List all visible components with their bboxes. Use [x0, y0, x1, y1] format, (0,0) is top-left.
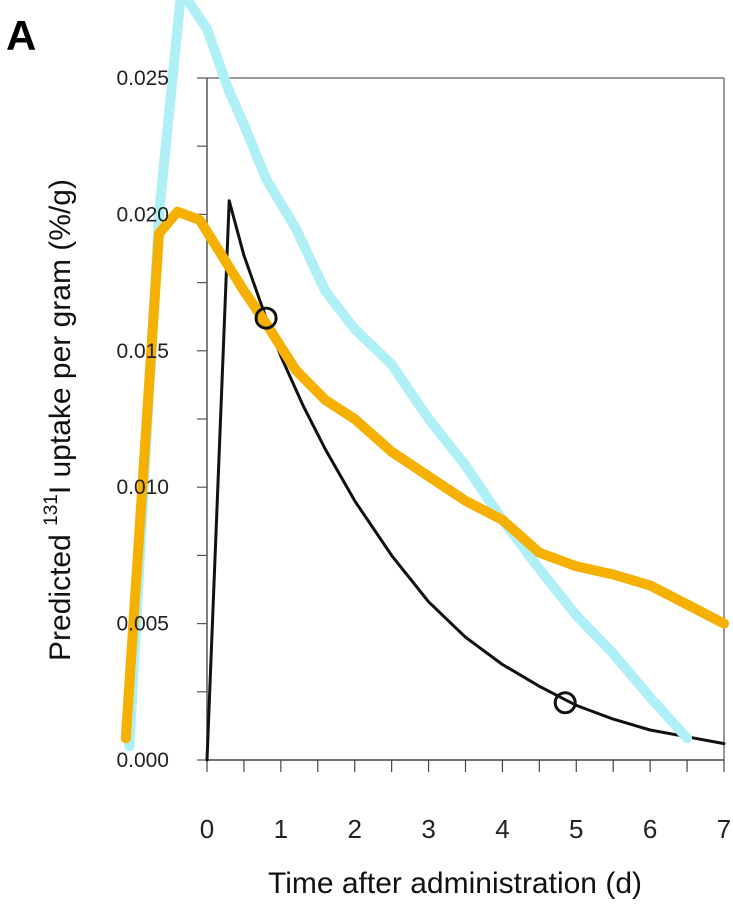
y-tick-label: 0.020 — [116, 203, 169, 226]
x-tick-label: 3 — [421, 814, 435, 844]
x-tick-label: 0 — [200, 814, 214, 844]
series-line-1 — [207, 201, 724, 760]
axes — [197, 78, 724, 772]
y-tick-label: 0.010 — [116, 476, 169, 499]
y-axis-title-superscript: 131 — [41, 494, 62, 526]
y-axis-title-suffix: I uptake per gram (%/g) — [44, 179, 77, 494]
y-tick-label: 0.000 — [116, 749, 169, 772]
x-tick-label: 7 — [717, 814, 731, 844]
x-tick-label: 4 — [495, 814, 509, 844]
y-tick-label: 0.025 — [116, 67, 169, 90]
x-tick-label: 5 — [569, 814, 583, 844]
y-axis-title-prefix: Predicted — [44, 526, 77, 661]
panel-label: A — [6, 12, 36, 59]
series-layer — [126, 0, 724, 760]
y-tick-label: 0.015 — [116, 340, 169, 363]
series-line-3 — [126, 212, 724, 739]
x-tick-label: 2 — [347, 814, 361, 844]
x-tick-label: 6 — [643, 814, 657, 844]
y-axis-title: Predicted 131I uptake per gram (%/g) — [41, 179, 77, 661]
x-axis-title: Time after administration (d) — [268, 867, 642, 900]
x-tick-label: 1 — [274, 814, 288, 844]
y-tick-label: 0.005 — [116, 613, 169, 636]
